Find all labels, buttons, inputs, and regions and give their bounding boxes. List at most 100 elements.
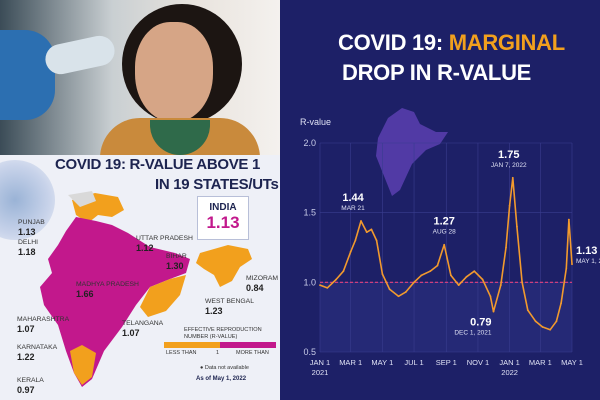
map-title-line1: COVID 19: R-VALUE ABOVE 1: [55, 156, 261, 173]
map-region-north-top: [68, 191, 96, 207]
woman-face: [135, 22, 213, 122]
r-value-point: [319, 284, 321, 287]
r-value-point: [505, 246, 507, 249]
x-tick-label: MAY 1: [561, 358, 583, 367]
state-maharashtra: MAHARASHTRA 1.07: [17, 316, 70, 334]
x-tick-label: SEP 1: [436, 358, 457, 367]
r-value-point: [473, 270, 476, 273]
r-value-point: [335, 278, 338, 281]
r-value-point: [360, 220, 362, 222]
testing-photo: [0, 0, 280, 155]
india-value-box: INDIA 1.13: [197, 196, 249, 240]
x-tick-label: JAN 1: [499, 358, 519, 367]
r-value-point: [420, 274, 423, 277]
state-madhya-pradesh: MADHYA PRADESH 1.66: [76, 281, 139, 299]
r-value-point: [511, 176, 514, 179]
r-value-point: [365, 231, 368, 234]
state-delhi: DELHI 1.18: [18, 239, 39, 257]
annotation-date: AUG 28: [433, 229, 457, 236]
state-uttar-pradesh: UTTAR PRADESH 1.12: [136, 235, 193, 253]
r-value-point: [481, 278, 484, 281]
chart-title: COVID 19: MARGINAL DROP IN R-VALUE: [338, 28, 565, 88]
x-tick-label: MAY 1: [371, 358, 393, 367]
india-map: [40, 191, 252, 387]
chart-title-part2: MARGINAL: [448, 30, 565, 55]
r-value-point: [555, 320, 558, 323]
state-west-bengal: WEST BENGAL 1.23: [205, 298, 254, 316]
x-tick-year: 2021: [312, 368, 329, 377]
x-tick-label: JUL 1: [404, 358, 423, 367]
r-value-point: [499, 284, 502, 287]
r-value-point: [508, 204, 511, 207]
x-tick-label: MAR 1: [339, 358, 362, 367]
state-mizoram: MIZORAM 0.84: [246, 275, 279, 293]
x-tick-label: NOV 1: [467, 358, 490, 367]
no-data-note: ● Data not available: [200, 365, 249, 371]
r-value-point: [354, 239, 357, 242]
annotation-date: JAN 7, 2022: [491, 162, 527, 169]
swab-glove: [42, 33, 118, 77]
r-value-point: [326, 287, 329, 289]
r-value-point: [375, 239, 378, 242]
annotation-date: MAY 1, 2022: [576, 258, 600, 265]
map-region-south: [70, 345, 96, 385]
r-value-point: [571, 263, 573, 266]
x-tick-year: 2022: [501, 368, 518, 377]
annotation-date: DEC 1, 2021: [454, 330, 492, 337]
india-value: 1.13: [206, 213, 240, 232]
x-tick-label: MAR 1: [529, 358, 552, 367]
state-punjab: PUNJAB 1.13: [18, 219, 45, 237]
legend-bar: [164, 342, 276, 348]
chart-title-line2: DROP IN R-VALUE: [342, 60, 532, 85]
r-value-point: [436, 264, 439, 267]
r-value-point: [565, 267, 568, 270]
state-bihar: BIHAR 1.30: [166, 253, 187, 271]
state-karnataka: KARNATAKA 1.22: [17, 344, 58, 362]
r-value-point: [429, 270, 432, 273]
annotation-value: 1.75: [498, 149, 519, 161]
state-kerala: KERALA 0.97: [17, 377, 44, 395]
y-axis-label: R-value: [300, 117, 331, 127]
legend-below-swatch: [164, 342, 220, 348]
r-value-point: [541, 326, 544, 328]
r-value-point: [534, 320, 537, 323]
r-value-point: [457, 284, 460, 287]
r-value-point: [404, 291, 407, 293]
r-value-point: [370, 228, 373, 231]
r-value-point: [567, 218, 570, 221]
health-worker-arm: [0, 30, 55, 120]
r-value-point: [489, 295, 492, 298]
legend-less-label: LESS THAN: [166, 350, 197, 356]
r-value-point: [381, 273, 384, 275]
y-tick-label: 1.5: [303, 208, 316, 218]
r-value-point: [549, 328, 552, 331]
r-value-point: [516, 225, 518, 228]
india-label: INDIA: [209, 202, 237, 213]
map-region-mainland: [40, 217, 190, 387]
map-region-east: [140, 275, 186, 317]
r-value-point: [342, 270, 345, 273]
legend-one-label: 1: [216, 350, 220, 356]
annotation-value: 1.13: [576, 245, 597, 257]
r-value-point: [526, 309, 529, 312]
map-title-line2: IN 19 STATES/UTs: [155, 176, 279, 193]
r-value-point: [443, 243, 446, 246]
r-value-point: [349, 250, 352, 253]
india-silhouette: [376, 108, 448, 196]
y-tick-label: 1.0: [303, 277, 316, 287]
r-value-point: [388, 288, 391, 291]
annotation-value: 0.79: [470, 317, 491, 329]
legend-more-label: MORE THAN: [236, 350, 269, 356]
x-tick-label: JAN 1: [310, 358, 330, 367]
r-value-chart-panel: 0.5 1.0 1.5 2.0 JAN 1 2021 MAR 1 MAY 1 JUL 1 SEP …: [280, 0, 600, 400]
annotation-date: MAR 21: [341, 205, 365, 212]
map-region-northeast: [196, 245, 252, 287]
y-tick-label: 0.5: [303, 347, 316, 357]
r-value-point: [413, 281, 415, 284]
legend-title: EFFECTIVE REPRODUCTION NUMBER (R-VALUE): [184, 327, 262, 340]
chart-title-part1: COVID 19:: [338, 30, 449, 55]
state-telangana: TELANGANA 1.07: [122, 320, 164, 338]
r-value-point: [397, 295, 400, 298]
